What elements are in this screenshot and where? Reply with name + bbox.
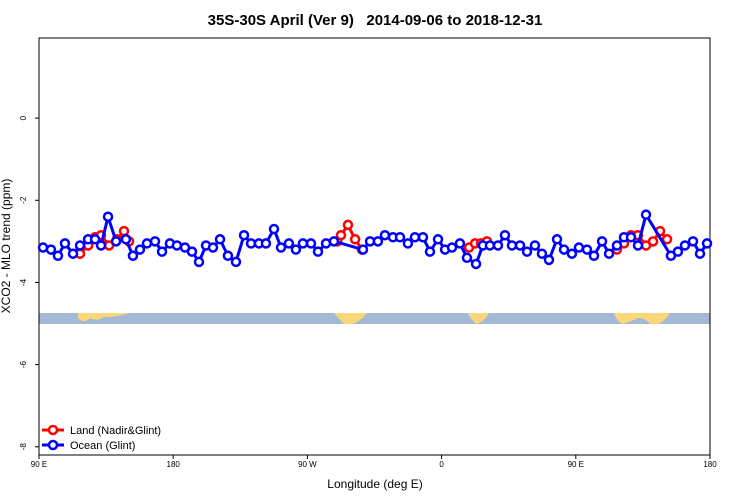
point	[409, 232, 421, 243]
point	[499, 229, 511, 241]
point	[661, 234, 673, 245]
x-tick-label: 90 E	[31, 460, 47, 469]
point	[581, 244, 593, 255]
point	[543, 254, 555, 266]
point	[305, 238, 317, 249]
point	[45, 244, 57, 255]
point	[74, 240, 86, 251]
point	[156, 246, 168, 257]
point	[687, 236, 699, 247]
legend-marker	[47, 424, 59, 436]
point	[446, 242, 458, 253]
point	[536, 248, 548, 259]
point	[59, 238, 71, 249]
point	[342, 219, 354, 231]
point	[596, 236, 608, 247]
point	[625, 232, 637, 243]
x-tick-label: 180	[703, 460, 717, 469]
point	[588, 250, 600, 261]
point	[694, 248, 706, 259]
point	[647, 236, 659, 247]
legend-label: Ocean (Glint)	[70, 440, 135, 452]
x-tick-label: 180	[167, 460, 181, 469]
point	[238, 229, 250, 241]
point	[127, 250, 139, 261]
point	[283, 238, 295, 249]
point	[52, 250, 64, 261]
point	[89, 234, 101, 245]
point	[134, 244, 146, 255]
point	[603, 248, 615, 259]
point	[558, 244, 570, 255]
point	[207, 242, 219, 253]
point	[379, 229, 391, 241]
point	[492, 240, 504, 251]
point	[120, 234, 132, 245]
x-tick-label: 90 W	[298, 460, 317, 469]
point	[297, 238, 309, 249]
point	[573, 242, 585, 253]
legend-label: Land (Nadir&Glint)	[70, 425, 161, 437]
point	[230, 256, 242, 268]
point	[149, 236, 161, 247]
point	[521, 246, 533, 257]
point	[171, 240, 183, 251]
y-tick-label: 0	[19, 115, 28, 120]
x-tick-label: 0	[439, 460, 444, 469]
point	[506, 240, 518, 251]
y-tick-label: -4	[19, 278, 28, 286]
point	[268, 223, 280, 235]
x-tick-label: 90 E	[568, 460, 584, 469]
point	[701, 238, 713, 249]
point	[260, 238, 272, 249]
point	[484, 240, 496, 251]
point	[514, 240, 526, 251]
point	[632, 240, 644, 251]
chart-title: 35S-30S April (Ver 9) 2014-09-06 to 2018…	[208, 12, 543, 29]
point	[102, 211, 114, 222]
x-axis-label: Longitude (deg E)	[327, 477, 422, 491]
point	[290, 244, 302, 255]
point	[349, 234, 361, 245]
y-tick-label: -6	[19, 361, 28, 369]
point	[454, 238, 466, 249]
point	[312, 246, 324, 257]
point	[611, 240, 623, 251]
surface-strip	[39, 313, 710, 324]
point	[424, 246, 436, 257]
point	[95, 240, 107, 251]
point	[118, 225, 130, 237]
point	[640, 209, 652, 220]
point	[186, 246, 198, 257]
legend-marker	[47, 439, 59, 451]
point	[402, 238, 414, 249]
point	[214, 234, 226, 245]
point	[357, 244, 369, 255]
point	[679, 240, 691, 251]
point	[275, 242, 287, 253]
point	[566, 248, 578, 259]
point	[335, 229, 347, 241]
y-tick-label: -2	[19, 196, 28, 204]
point	[372, 236, 384, 247]
point	[328, 236, 340, 247]
point	[394, 232, 406, 243]
point	[417, 232, 429, 243]
y-axis-label: XCO2 - MLO trend (ppm)	[0, 179, 13, 314]
point	[141, 238, 153, 249]
point	[222, 250, 234, 261]
point	[193, 256, 205, 268]
point	[110, 236, 122, 247]
point	[432, 234, 444, 245]
point	[672, 246, 684, 257]
point	[67, 248, 79, 259]
point	[470, 258, 482, 270]
point	[461, 252, 473, 264]
point	[551, 234, 563, 245]
point	[529, 240, 541, 251]
y-tick-label: -8	[19, 443, 28, 451]
